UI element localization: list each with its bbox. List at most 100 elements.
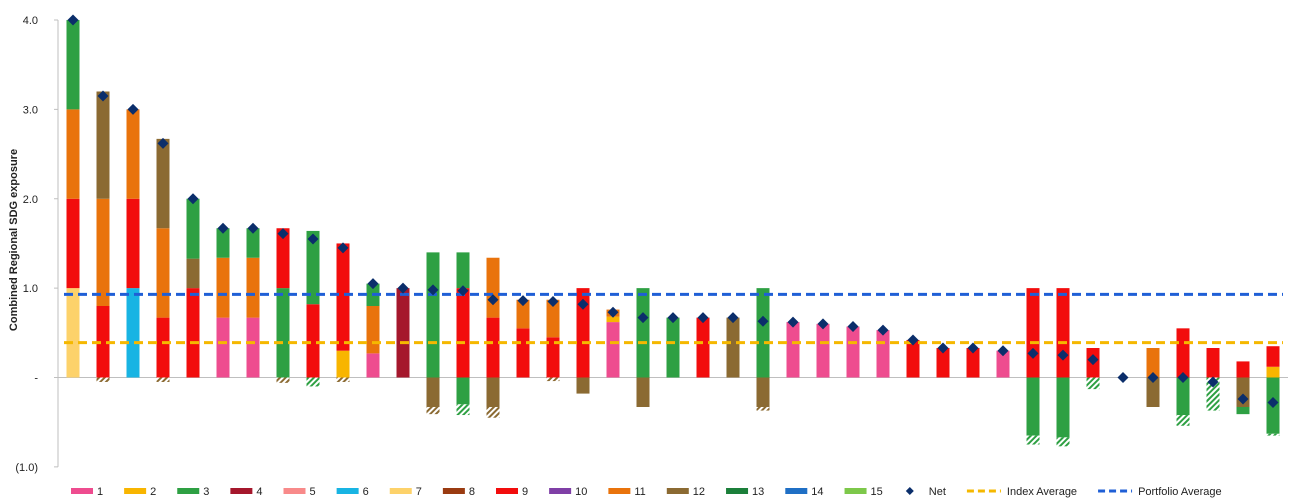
net-marker	[877, 324, 889, 336]
legend-net-marker	[905, 487, 914, 495]
bar-group	[846, 326, 860, 378]
bar-group	[576, 288, 590, 394]
bar-segment	[126, 198, 140, 289]
bar-segment	[756, 406, 770, 411]
legend-item-1: 1	[71, 486, 103, 498]
legend: 1 2 3 4 5 6 7 8 9 10 11 12 13 14 15 Net Index Average Por…	[71, 486, 1222, 498]
bar-segment	[156, 377, 170, 382]
net-marker	[757, 315, 769, 327]
bar-segment	[516, 328, 530, 378]
bar-group	[1206, 348, 1220, 411]
bar-group	[696, 317, 710, 378]
bar-segment	[1146, 348, 1160, 378]
bar-segment	[306, 304, 320, 378]
legend-label: 9	[522, 486, 528, 498]
net-marker	[67, 14, 79, 26]
bar-segment	[96, 198, 110, 306]
y-tick-label: 2.0	[23, 194, 38, 206]
net-marker	[847, 321, 859, 333]
bar-segment	[1206, 377, 1220, 411]
net-marker	[547, 296, 559, 308]
legend-label: 12	[693, 486, 705, 498]
legend-item-net: Net	[905, 486, 946, 498]
bar-group	[246, 228, 260, 378]
net-marker	[157, 137, 169, 149]
legend-item-8: 8	[442, 486, 475, 498]
bar-group	[486, 257, 500, 418]
bar-group	[306, 230, 320, 387]
bar-segment	[486, 317, 500, 378]
legend-label: Portfolio Average	[1138, 486, 1222, 498]
legend-swatch	[666, 488, 689, 494]
legend-label: 5	[310, 486, 316, 498]
legend-swatch	[124, 488, 147, 494]
net-marker	[577, 298, 589, 310]
legend-label: 8	[469, 486, 475, 498]
bar-group	[1176, 328, 1190, 426]
bar-segment	[1056, 288, 1070, 378]
net-marker	[727, 312, 739, 324]
bar-group	[1146, 348, 1160, 407]
bar-segment	[66, 288, 80, 378]
legend-item-6: 6	[336, 486, 369, 498]
net-marker	[487, 294, 499, 306]
bar-segment	[786, 322, 800, 378]
y-axis-ticks: 4.0 3.0 2.0 1.0 - (1.0)	[15, 15, 38, 474]
legend-item-14: 14	[785, 486, 824, 498]
bar-segment	[426, 377, 440, 407]
bar-segment	[936, 348, 950, 378]
legend-label: 13	[752, 486, 764, 498]
legend-swatch	[785, 488, 808, 494]
legend-item-13: 13	[726, 486, 764, 498]
bar-segment	[276, 377, 290, 383]
bar-segment	[456, 288, 470, 378]
bar-segment	[126, 109, 140, 199]
bar-segment	[96, 91, 110, 199]
net-marker	[127, 103, 139, 115]
bar-group	[1026, 288, 1040, 445]
bar-segment	[1176, 415, 1190, 426]
net-marker	[937, 342, 949, 354]
net-marker	[1027, 347, 1039, 359]
legend-label: 4	[256, 486, 262, 498]
bar-segment	[156, 317, 170, 378]
bar-segment	[276, 228, 290, 289]
legend-item-15: 15	[844, 486, 883, 498]
bar-segment	[396, 288, 410, 378]
net-marker	[1057, 349, 1069, 361]
legend-label: 7	[416, 486, 422, 498]
legend-item-index: Index Average	[966, 486, 1077, 498]
bar-segment	[1266, 366, 1280, 378]
bar-group	[426, 252, 440, 415]
bar-segment	[1176, 377, 1190, 416]
bar-segment	[426, 406, 440, 415]
y-tick-label: 3.0	[23, 104, 38, 116]
bar-group	[996, 350, 1010, 378]
legend-swatch	[844, 488, 867, 494]
legend-label: 15	[871, 486, 883, 498]
bar-segment	[996, 350, 1010, 378]
legend-swatch	[608, 488, 631, 494]
bar-segment	[546, 299, 560, 338]
bar-segment	[366, 353, 380, 378]
bar-segment	[876, 330, 890, 378]
bar-segment	[1176, 328, 1190, 378]
net-marker	[697, 312, 709, 324]
bar-segment	[516, 299, 530, 329]
y-tick-label: -	[34, 373, 38, 385]
legend-swatch	[389, 488, 412, 494]
legend-label: 10	[575, 486, 587, 498]
legend-swatch	[177, 488, 200, 494]
bar-segment	[456, 252, 470, 289]
legend-label: 6	[363, 486, 369, 498]
bar-group	[396, 288, 410, 378]
bar-segment	[216, 257, 230, 318]
y-tick-label: 4.0	[23, 15, 38, 27]
bar-segment	[486, 406, 500, 418]
bar-segment	[276, 288, 290, 378]
bar-segment	[1026, 288, 1040, 378]
bar-segment	[126, 288, 140, 378]
bar-segment	[486, 377, 500, 407]
legend-item-4: 4	[230, 486, 263, 498]
bar-group	[216, 228, 230, 378]
